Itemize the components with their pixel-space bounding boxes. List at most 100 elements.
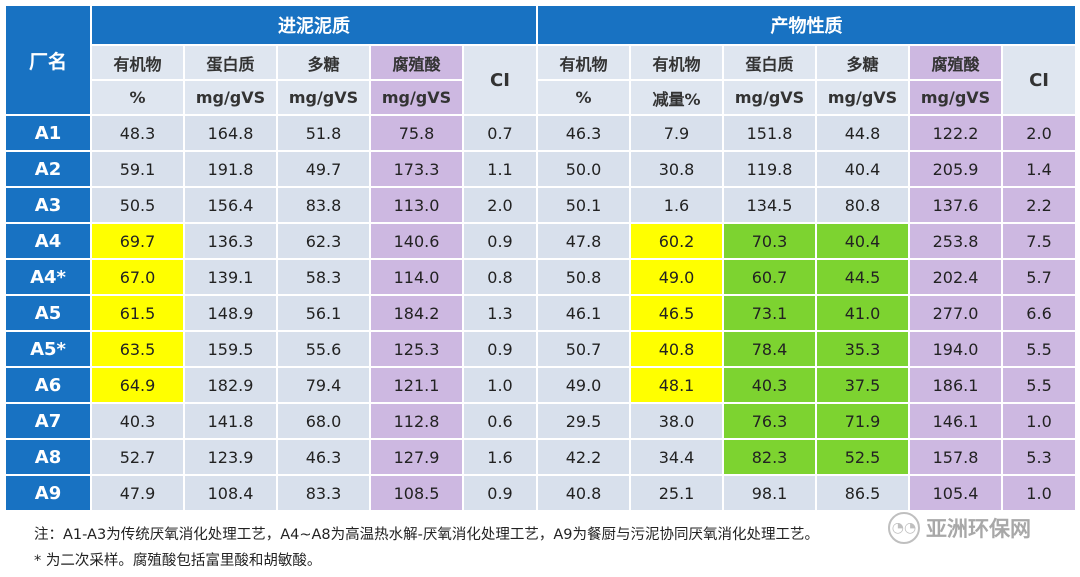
- inlet-value-cell: 59.1: [92, 152, 183, 186]
- inlet-ci-header: CI: [464, 46, 537, 114]
- inlet-value-cell: 79.4: [278, 368, 369, 402]
- inlet-value-cell: 58.3: [278, 260, 369, 294]
- product-value-cell: 277.0: [910, 296, 1002, 330]
- inlet-value-cell: 1.1: [464, 152, 537, 186]
- product-value-cell: 194.0: [910, 332, 1002, 366]
- product-value-cell: 37.5: [817, 368, 909, 402]
- product-col-1-unit: 减量%: [631, 81, 723, 114]
- product-col-1-header: 有机物: [631, 46, 723, 79]
- inlet-value-cell: 56.1: [278, 296, 369, 330]
- product-value-cell: 50.1: [538, 188, 630, 222]
- product-col-2-unit: mg/gVS: [724, 81, 816, 114]
- table-row: A3 50.5 156.4 83.8 113.0 2.0 50.1 1.6 134.5 80.8 1…: [6, 188, 1076, 222]
- inlet-col-0-header: 有机物: [92, 46, 183, 79]
- inlet-value-cell: 113.0: [371, 188, 462, 222]
- product-value-cell: 25.1: [631, 476, 723, 510]
- product-value-cell: 71.9: [817, 404, 909, 438]
- inlet-value-cell: 108.4: [185, 476, 276, 510]
- product-value-cell: 40.4: [817, 224, 909, 258]
- inlet-value-cell: 48.3: [92, 116, 183, 150]
- inlet-value-cell: 62.3: [278, 224, 369, 258]
- product-value-cell: 40.8: [631, 332, 723, 366]
- product-value-cell: 157.8: [910, 440, 1002, 474]
- product-col-4-header: 腐殖酸: [910, 46, 1002, 79]
- inlet-value-cell: 75.8: [371, 116, 462, 150]
- inlet-col-2-header: 多糖: [278, 46, 369, 79]
- table-row: A4* 67.0 139.1 58.3 114.0 0.8 50.8 49.0 60.7 44.5…: [6, 260, 1076, 294]
- product-value-cell: 60.7: [724, 260, 816, 294]
- product-value-cell: 42.2: [538, 440, 630, 474]
- product-value-cell: 2.0: [1003, 116, 1076, 150]
- inlet-value-cell: 0.9: [464, 224, 537, 258]
- product-group-header: 产物性质: [538, 6, 1076, 44]
- inlet-value-cell: 50.5: [92, 188, 183, 222]
- product-value-cell: 253.8: [910, 224, 1002, 258]
- group-header-row: 厂名 进泥泥质 产物性质: [6, 6, 1076, 114]
- sludge-properties-table: 厂名 进泥泥质 产物性质 有机物 蛋白质 多糖 腐殖酸 CI 有机物 有机物 蛋白质 多糖 腐殖酸…: [4, 4, 1077, 512]
- plant-name-cell: A1: [6, 116, 90, 150]
- inlet-value-cell: 1.6: [464, 440, 537, 474]
- inlet-col-1-unit: mg/gVS: [185, 81, 276, 114]
- table-body: A1 48.3 164.8 51.8 75.8 0.7 46.3 7.9 151.8 44.8 12…: [6, 116, 1076, 510]
- product-value-cell: 38.0: [631, 404, 723, 438]
- inlet-value-cell: 159.5: [185, 332, 276, 366]
- table-row: A6 64.9 182.9 79.4 121.1 1.0 49.0 48.1 40.3 37.5 1…: [6, 368, 1076, 402]
- column-header-row-1: 有机物 蛋白质 多糖 腐殖酸 CI 有机物 有机物 蛋白质 多糖 腐殖酸 CI: [6, 46, 1076, 114]
- inlet-value-cell: 2.0: [464, 188, 537, 222]
- product-value-cell: 34.4: [631, 440, 723, 474]
- product-value-cell: 7.9: [631, 116, 723, 150]
- plant-name-cell: A3: [6, 188, 90, 222]
- product-value-cell: 105.4: [910, 476, 1002, 510]
- table-row: A4 69.7 136.3 62.3 140.6 0.9 47.8 60.2 70.3 40.4 2…: [6, 224, 1076, 258]
- table-row: A5 61.5 148.9 56.1 184.2 1.3 46.1 46.5 73.1 41.0 2…: [6, 296, 1076, 330]
- inlet-value-cell: 140.6: [371, 224, 462, 258]
- product-value-cell: 1.6: [631, 188, 723, 222]
- inlet-value-cell: 51.8: [278, 116, 369, 150]
- product-value-cell: 48.1: [631, 368, 723, 402]
- inlet-value-cell: 83.8: [278, 188, 369, 222]
- inlet-value-cell: 47.9: [92, 476, 183, 510]
- product-value-cell: 40.8: [538, 476, 630, 510]
- product-value-cell: 86.5: [817, 476, 909, 510]
- inlet-value-cell: 63.5: [92, 332, 183, 366]
- inlet-col-0-unit: %: [92, 81, 183, 114]
- watermark: ◔◔ 亚洲环保网: [888, 512, 1031, 544]
- product-value-cell: 52.5: [817, 440, 909, 474]
- inlet-value-cell: 184.2: [371, 296, 462, 330]
- inlet-sludge-group-header: 进泥泥质: [92, 6, 537, 44]
- inlet-col-3-header: 腐殖酸: [371, 46, 462, 79]
- product-value-cell: 40.3: [724, 368, 816, 402]
- product-col-3-header: 多糖: [817, 46, 909, 79]
- product-value-cell: 30.8: [631, 152, 723, 186]
- product-col-0-unit: %: [538, 81, 630, 114]
- product-value-cell: 50.8: [538, 260, 630, 294]
- plant-name-cell: A6: [6, 368, 90, 402]
- inlet-value-cell: 173.3: [371, 152, 462, 186]
- product-value-cell: 80.8: [817, 188, 909, 222]
- inlet-value-cell: 67.0: [92, 260, 183, 294]
- product-value-cell: 29.5: [538, 404, 630, 438]
- inlet-value-cell: 141.8: [185, 404, 276, 438]
- product-value-cell: 202.4: [910, 260, 1002, 294]
- inlet-value-cell: 55.6: [278, 332, 369, 366]
- product-value-cell: 1.0: [1003, 404, 1076, 438]
- product-value-cell: 44.8: [817, 116, 909, 150]
- product-value-cell: 35.3: [817, 332, 909, 366]
- product-value-cell: 50.0: [538, 152, 630, 186]
- inlet-value-cell: 148.9: [185, 296, 276, 330]
- product-value-cell: 82.3: [724, 440, 816, 474]
- inlet-value-cell: 64.9: [92, 368, 183, 402]
- product-col-3-unit: mg/gVS: [817, 81, 909, 114]
- product-value-cell: 60.2: [631, 224, 723, 258]
- product-value-cell: 2.2: [1003, 188, 1076, 222]
- inlet-value-cell: 114.0: [371, 260, 462, 294]
- table-note-1: 注：A1-A3为传统厌氧消化处理工艺，A4~A8为高温热水解-厌氧消化处理工艺，…: [34, 527, 820, 543]
- inlet-value-cell: 0.7: [464, 116, 537, 150]
- product-value-cell: 122.2: [910, 116, 1002, 150]
- inlet-value-cell: 0.9: [464, 476, 537, 510]
- inlet-col-3-unit: mg/gVS: [371, 81, 462, 114]
- product-value-cell: 137.6: [910, 188, 1002, 222]
- plant-name-cell: A2: [6, 152, 90, 186]
- product-value-cell: 6.6: [1003, 296, 1076, 330]
- table-row: A9 47.9 108.4 83.3 108.5 0.9 40.8 25.1 98.1 86.5 1…: [6, 476, 1076, 510]
